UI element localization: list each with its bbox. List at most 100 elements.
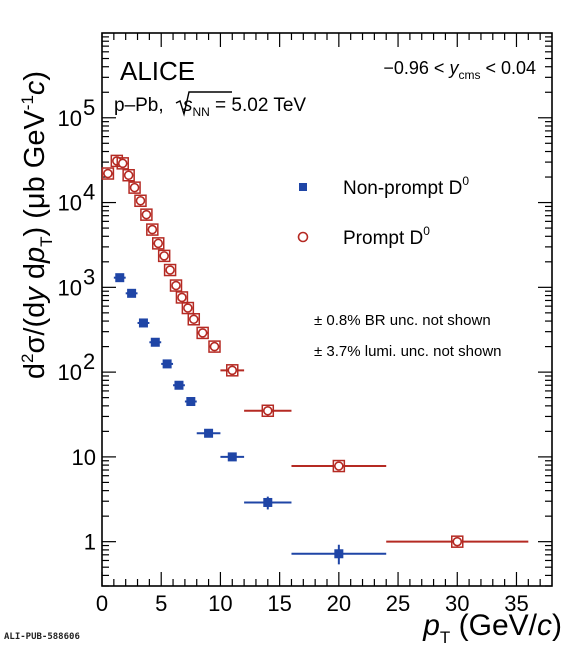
- data-point: [209, 341, 220, 352]
- x-tick-label: 15: [267, 591, 291, 616]
- syst-box: [208, 340, 221, 353]
- data-point: [177, 292, 187, 303]
- data-point: [162, 359, 172, 369]
- y-title-c: c: [19, 80, 51, 95]
- axes-frame-group: [101, 32, 553, 587]
- y-tick-base: 10: [58, 275, 82, 300]
- data-point: [127, 288, 137, 298]
- data-point: [334, 461, 344, 471]
- data-point: [204, 428, 214, 438]
- y-tick-label: 10: [58, 106, 82, 131]
- x-title-unit-var: c: [537, 609, 552, 642]
- legend-label: Prompt D0: [343, 224, 430, 249]
- syst-box: [226, 364, 239, 377]
- sqrt-radical: [175, 91, 232, 117]
- data-point: [150, 337, 160, 347]
- rapidity-sub: cms: [458, 68, 480, 82]
- data-point: [452, 536, 463, 547]
- x-tick-label: 35: [504, 591, 528, 616]
- y-axis-title: d2σ/(dy dpT) (μb GeV-1c): [18, 71, 56, 379]
- y-title-close: ): [19, 71, 51, 81]
- legend-marker: [299, 183, 307, 191]
- y-tick-label: 1: [84, 530, 96, 555]
- data-point: [263, 497, 273, 507]
- syst-box: [128, 181, 141, 194]
- system-sqrt-arg: s: [183, 95, 193, 116]
- y-tick-exponent: 5: [83, 95, 95, 120]
- data-point: [183, 303, 193, 313]
- collision-system-label: p–Pb, sNN = 5.02 TeV: [114, 95, 306, 119]
- y-title-unit: ) (μb GeV: [19, 110, 51, 237]
- y-tick-base: 10: [72, 445, 96, 470]
- data-point: [138, 318, 148, 328]
- rapidity-var: y: [447, 58, 459, 78]
- syst-box: [196, 326, 209, 340]
- syst-box: [152, 237, 165, 250]
- syst-box: [146, 223, 159, 236]
- syst-box: [157, 249, 171, 263]
- y-title-d: d: [19, 363, 51, 379]
- x-axis-title: pT (GeV/c): [422, 609, 562, 647]
- uncertainty-note: ± 3.7% lumi. unc. not shown: [314, 343, 502, 360]
- data-point: [174, 380, 184, 390]
- y-title-sigma: σ/(d: [19, 302, 51, 354]
- data-point: [135, 195, 146, 206]
- syst-box: [451, 535, 464, 548]
- syst-box: [122, 168, 135, 182]
- syst-box: [101, 167, 115, 180]
- y-title-sup2: 2: [18, 353, 37, 362]
- data-point: [129, 182, 140, 193]
- x-title-var: p: [422, 609, 440, 642]
- syst-box: [261, 404, 275, 418]
- data-point: [103, 168, 113, 179]
- y-tick-label: 10: [58, 360, 82, 385]
- data-point: [227, 452, 237, 462]
- data-point: [117, 158, 128, 169]
- y-tick-label: 10: [58, 191, 82, 216]
- x-tick-label: 30: [445, 591, 469, 616]
- x-tick-label: 20: [327, 591, 351, 616]
- data-point: [197, 328, 208, 338]
- syst-box: [134, 194, 147, 208]
- y-title-p: p: [19, 247, 51, 264]
- syst-box: [163, 263, 177, 277]
- y-tick-base: 10: [58, 106, 82, 131]
- y-tick-label: 10: [72, 445, 96, 470]
- plot-frame: [101, 32, 553, 587]
- data-point: [165, 265, 175, 275]
- x-title-sub: T: [440, 628, 450, 647]
- x-title-close: ): [552, 609, 562, 642]
- x-title-unit: (GeV/: [450, 609, 537, 642]
- data-point: [186, 397, 196, 407]
- system-post: = 5.02 TeV: [210, 95, 307, 116]
- y-tick-base: 10: [58, 360, 82, 385]
- y-tick-label: 10: [58, 275, 82, 300]
- data-layer: [101, 154, 529, 565]
- y-tick-exponent: 2: [83, 349, 95, 374]
- x-tick-label: 10: [208, 591, 232, 616]
- legend-label-text: Non-prompt D: [343, 178, 462, 199]
- legend-label-sup: 0: [423, 224, 430, 238]
- system-pre: p–Pb,: [114, 95, 169, 116]
- data-point: [153, 238, 164, 249]
- rapidity-label: −0.96 < ycms < 0.04: [383, 58, 536, 82]
- legend-marker: [297, 231, 309, 243]
- uncertainty-note: ± 0.8% BR unc. not shown: [314, 312, 491, 329]
- data-point: [115, 273, 125, 283]
- y-tick-exponent: 4: [83, 180, 95, 205]
- syst-box: [187, 313, 201, 326]
- data-point: [227, 365, 238, 376]
- legend-label-text: Prompt D: [343, 228, 423, 249]
- y-tick-base: 1: [84, 530, 96, 555]
- system-sqrt-sub: NN: [192, 105, 209, 119]
- syst-box: [332, 459, 346, 473]
- syst-box: [169, 279, 183, 292]
- legend-label-sup: 0: [462, 174, 469, 188]
- y-tick-exponent: 3: [83, 264, 95, 289]
- syst-box: [116, 157, 129, 170]
- x-tick-label: 0: [96, 591, 108, 616]
- rapidity-pre: −0.96 <: [383, 58, 449, 78]
- syst-box: [140, 208, 153, 221]
- x-tick-label: 25: [386, 591, 410, 616]
